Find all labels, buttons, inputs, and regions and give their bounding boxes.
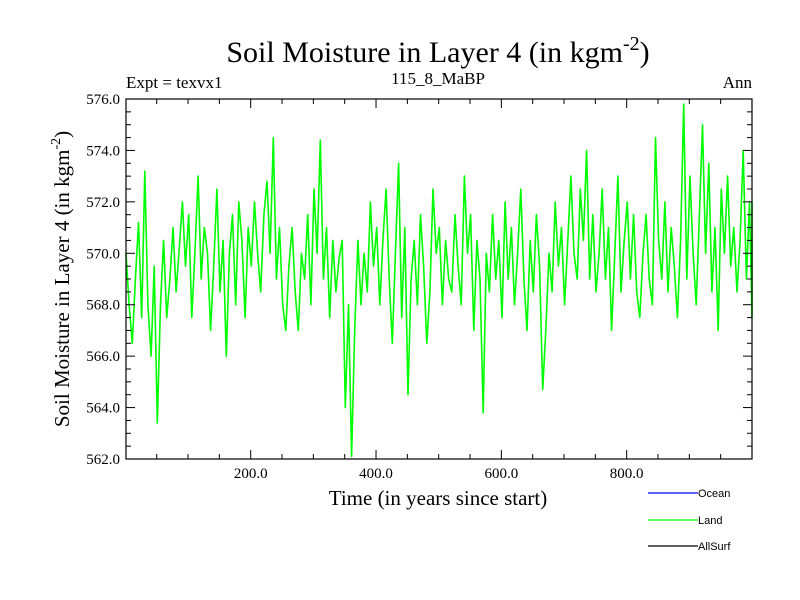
- legend-ocean-label: Ocean: [698, 488, 730, 500]
- experiment-label: Expt = texvx1: [126, 73, 222, 92]
- y-tick-label: 562.0: [86, 452, 120, 468]
- chart-title: Soil Moisture in Layer 4 (in kgm-2): [226, 33, 649, 69]
- x-tick-label: 400.0: [359, 466, 393, 482]
- season-label: Ann: [723, 73, 753, 92]
- y-tick-label: 572.0: [86, 195, 120, 211]
- legend-allsurf-label: AllSurf: [698, 541, 731, 553]
- legend: Ocean Land AllSurf: [648, 488, 731, 553]
- axis-ticks: 200.0 400.0 600.0 800.0 562.0 564.0 566.0 568.0…: [86, 92, 752, 482]
- y-tick-label: 568.0: [86, 298, 120, 314]
- x-axis-label: Time (in years since start): [329, 486, 548, 510]
- x-tick-label: 600.0: [484, 466, 518, 482]
- legend-land-label: Land: [698, 515, 722, 527]
- y-axis-label: Soil Moisture in Layer 4 (in kgm-2): [49, 131, 74, 427]
- y-tick-label: 574.0: [86, 143, 120, 159]
- y-tick-label: 566.0: [86, 349, 120, 365]
- period-label: 115_8_MaBP: [391, 69, 485, 88]
- y-tick-label: 576.0: [86, 92, 120, 108]
- x-tick-label: 800.0: [610, 466, 644, 482]
- land-series-line: [125, 103, 753, 458]
- x-tick-label: 200.0: [234, 466, 268, 482]
- y-tick-label: 564.0: [86, 401, 120, 417]
- y-tick-label: 570.0: [86, 246, 120, 262]
